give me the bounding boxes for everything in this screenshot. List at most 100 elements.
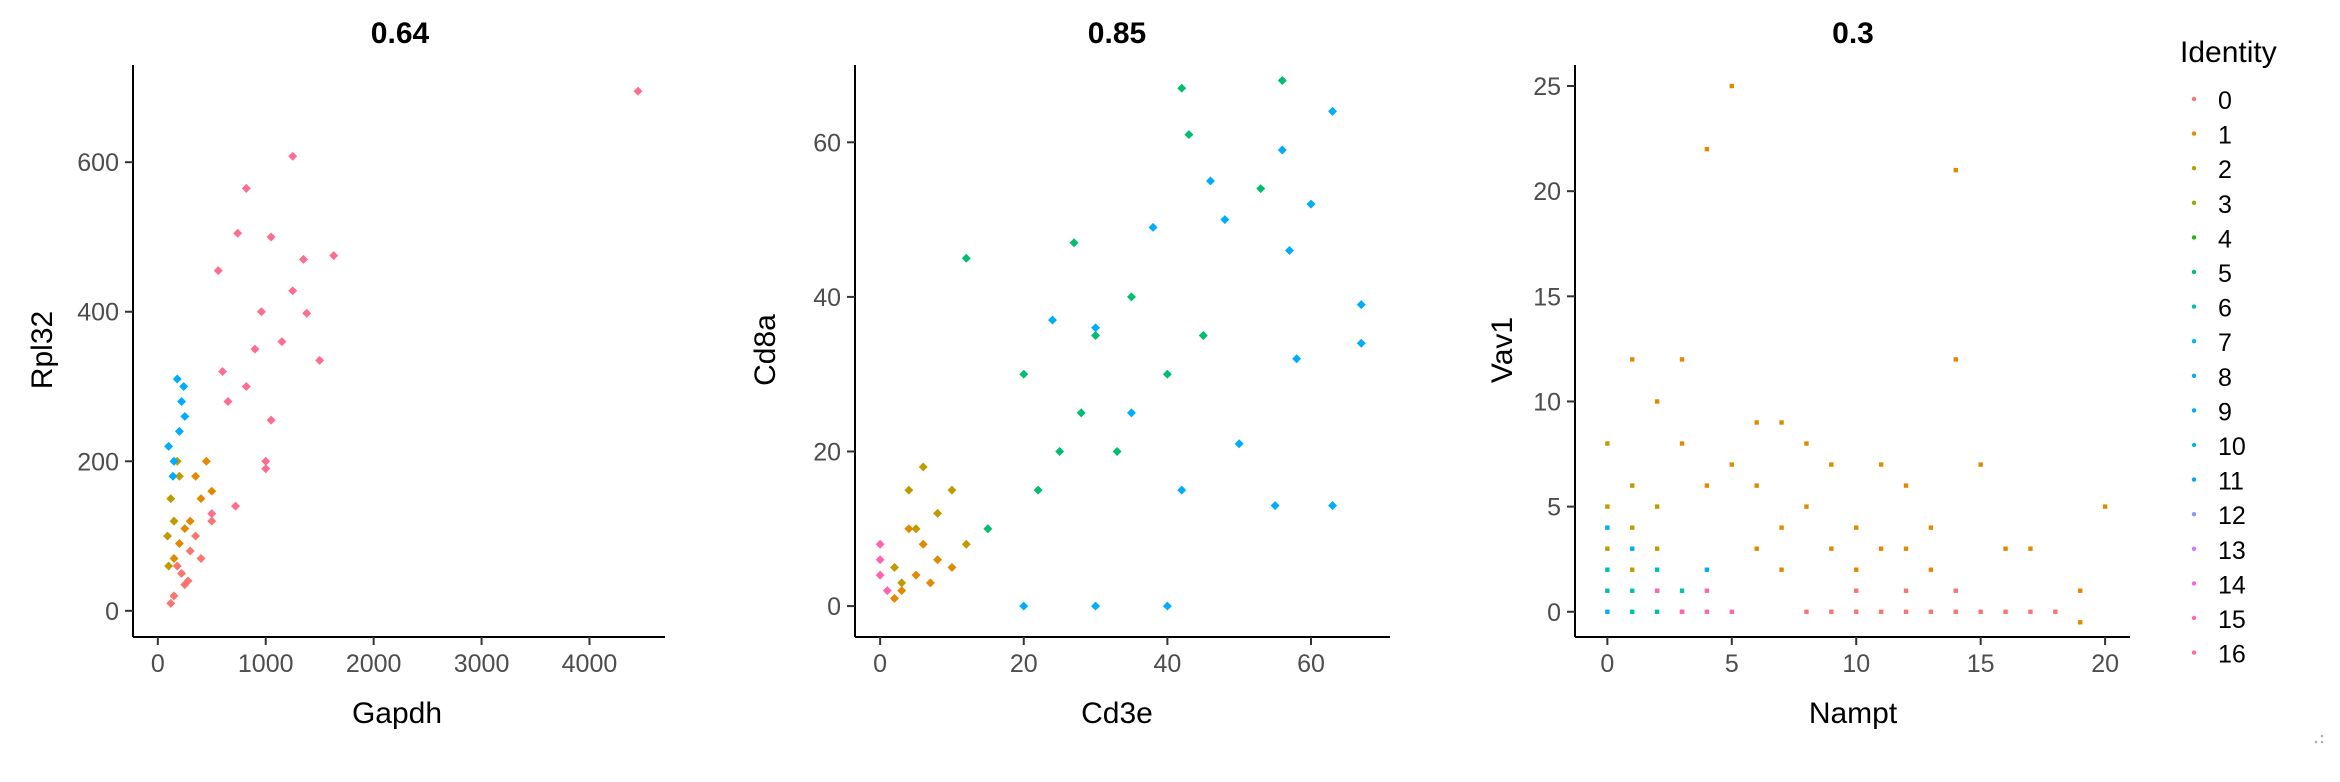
- series-identity-2: [890, 462, 971, 588]
- y-tick-label: 10: [1533, 388, 1561, 416]
- data-point: [183, 576, 193, 586]
- data-point: [250, 344, 260, 354]
- y-tick-label: 60: [813, 129, 841, 157]
- data-point: [1605, 567, 1610, 572]
- data-point: [1779, 567, 1784, 572]
- data-point: [1953, 609, 1958, 614]
- y-axis-label: Vav1: [1486, 317, 1519, 383]
- x-tick-label: 3000: [454, 650, 510, 678]
- data-point: [947, 562, 957, 572]
- legend-label: 6: [2218, 295, 2232, 323]
- data-point: [1076, 408, 1086, 418]
- data-point: [1704, 567, 1710, 572]
- data-point: [1630, 525, 1635, 530]
- data-point: [1162, 601, 1172, 611]
- data-point: [890, 593, 899, 603]
- legend-label: 7: [2218, 329, 2232, 357]
- data-point: [1903, 483, 1909, 488]
- data-point: [1829, 546, 1834, 551]
- y-tick-label: 0: [827, 593, 841, 621]
- legend-item: 7: [2191, 329, 2232, 357]
- data-point: [174, 426, 184, 436]
- data-point: [1048, 315, 1057, 325]
- data-point: [1854, 525, 1859, 530]
- data-point: [1754, 546, 1759, 551]
- data-point: [2028, 546, 2033, 551]
- legend-key: [2191, 442, 2197, 448]
- data-point: [201, 456, 211, 466]
- data-point: [2078, 588, 2083, 593]
- legend-label: 5: [2218, 260, 2232, 288]
- panel-title: 0.64: [371, 17, 430, 50]
- data-point: [1162, 369, 1172, 379]
- x-tick-label: 2000: [346, 650, 402, 678]
- data-point: [223, 396, 233, 406]
- data-point: [1654, 399, 1660, 404]
- data-point: [302, 308, 312, 318]
- resize-grip-icon: [2314, 734, 2324, 744]
- x-axis-label: Nampt: [1809, 697, 1898, 730]
- data-point: [925, 578, 935, 588]
- data-point: [1277, 75, 1287, 85]
- x-axis-label: Gapdh: [352, 697, 442, 730]
- x-tick-label: 0: [873, 650, 887, 678]
- data-point: [1220, 215, 1230, 225]
- series-identity-8: [1019, 106, 1366, 611]
- legend-item: 2: [2191, 156, 2232, 184]
- data-point: [1292, 354, 1302, 364]
- data-point: [169, 516, 179, 526]
- legend-item: 3: [2191, 191, 2232, 219]
- legend-key: [2191, 512, 2197, 517]
- data-point: [1328, 501, 1338, 511]
- legend-item: 4: [2191, 225, 2232, 253]
- legend-label: 9: [2218, 398, 2232, 426]
- data-point: [174, 471, 184, 481]
- y-tick-label: 5: [1547, 494, 1561, 522]
- data-point: [904, 485, 914, 495]
- data-point: [1654, 588, 1660, 593]
- data-point: [1019, 601, 1029, 611]
- data-point: [1654, 567, 1660, 572]
- data-point: [241, 382, 251, 391]
- legend-key: [2191, 546, 2197, 551]
- series-identity-16: [207, 86, 643, 519]
- data-point: [961, 539, 971, 549]
- data-point: [1978, 462, 1983, 467]
- x-tick-label: 4000: [562, 650, 618, 678]
- x-tick-label: 20: [1010, 650, 1038, 678]
- data-point: [180, 411, 190, 421]
- data-point: [1804, 609, 1809, 614]
- data-point: [196, 554, 206, 563]
- data-point: [875, 570, 885, 580]
- data-point: [1953, 357, 1958, 362]
- series-identity-15: [875, 539, 892, 596]
- data-point: [1356, 338, 1366, 348]
- x-tick-label: 60: [1297, 650, 1325, 678]
- legend-label: 0: [2218, 87, 2232, 115]
- legend-label: 11: [2218, 468, 2244, 496]
- data-point: [191, 531, 201, 541]
- data-point: [983, 524, 993, 534]
- data-point: [168, 471, 178, 481]
- data-point: [196, 494, 206, 504]
- data-point: [1754, 483, 1759, 488]
- y-tick-label: 0: [1547, 599, 1561, 627]
- panel-title: 0.3: [1832, 17, 1874, 50]
- data-point: [218, 367, 228, 377]
- panel-title: 0.85: [1088, 17, 1146, 50]
- legend-item: 12: [2191, 502, 2246, 530]
- legend-key: [2191, 235, 2197, 240]
- data-point: [1729, 83, 1734, 89]
- legend-item: 9: [2191, 398, 2232, 426]
- y-tick-label: 20: [813, 438, 841, 466]
- x-tick-label: 40: [1153, 650, 1181, 678]
- data-point: [1679, 441, 1685, 446]
- data-point: [1779, 525, 1784, 530]
- data-point: [180, 524, 190, 534]
- x-tick-label: 20: [2091, 650, 2119, 678]
- data-point: [1630, 609, 1635, 614]
- data-point: [174, 539, 184, 549]
- legend-item: 11: [2191, 468, 2244, 496]
- data-point: [1605, 441, 1610, 446]
